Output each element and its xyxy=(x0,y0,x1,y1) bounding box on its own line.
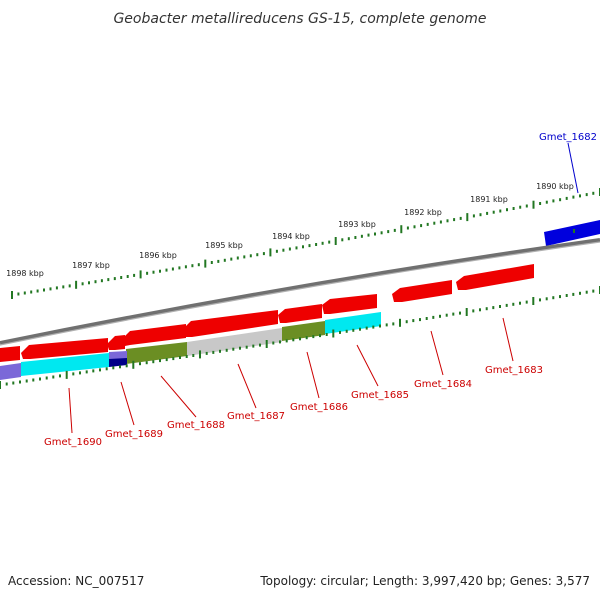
tick-label-1892: 1892 kbp xyxy=(404,208,442,217)
tick-label-1896: 1896 kbp xyxy=(139,251,177,260)
label-gmet-1689: Gmet_1689 xyxy=(105,429,163,440)
label-gmet-1682: Gmet_1682 xyxy=(539,132,597,143)
forward-genes xyxy=(0,264,534,362)
feature-block-lavender-small xyxy=(109,351,127,359)
feature-block-gray xyxy=(187,328,282,356)
label-gmet-1690: Gmet_1690 xyxy=(44,437,102,448)
connector-gmet-1690 xyxy=(68,387,73,434)
accession-text: Accession: NC_007517 xyxy=(8,574,145,588)
connector-gmet-1688 xyxy=(160,375,197,418)
connector-gmet-1683 xyxy=(502,317,514,362)
tick-label-1897: 1897 kbp xyxy=(72,261,110,270)
feature-block-navy xyxy=(109,357,127,367)
label-gmet-1687: Gmet_1687 xyxy=(227,411,285,422)
feature-block-cyan-left xyxy=(21,353,109,376)
gene-gmet-1682 xyxy=(544,220,600,246)
gene-partial-left xyxy=(0,346,20,362)
gene-labels: Gmet_1682 Gmet_1683 Gmet_1684 Gmet_1685 … xyxy=(44,132,597,448)
tick-label-1898: 1898 kbp xyxy=(6,269,44,278)
connector-gmet-1689 xyxy=(120,381,135,426)
genome-summary-text: Topology: circular; Length: 3,997,420 bp… xyxy=(260,574,590,588)
label-gmet-1688: Gmet_1688 xyxy=(167,420,225,431)
label-gmet-1685: Gmet_1685 xyxy=(351,390,409,401)
connector-gmet-1682 xyxy=(567,142,579,194)
gene-gmet-1685-forward xyxy=(322,294,377,314)
label-gmet-1684: Gmet_1684 xyxy=(414,379,472,390)
feature-band xyxy=(0,312,381,380)
tick-label-1894: 1894 kbp xyxy=(272,232,310,241)
gene-gmet-1683 xyxy=(456,264,534,290)
feature-block-olive-left xyxy=(126,342,187,364)
gene-gmet-1690-forward xyxy=(21,338,108,359)
feature-block-olive-right xyxy=(282,321,325,341)
feature-block-lavender-left xyxy=(0,363,21,380)
connector-gmet-1685 xyxy=(356,344,379,387)
label-gmet-1683: Gmet_1683 xyxy=(485,365,543,376)
tick-labels: 1898 kbp 1897 kbp 1896 kbp 1895 kbp 1894… xyxy=(6,182,574,278)
inner-tick-ring xyxy=(0,286,600,389)
label-gmet-1686: Gmet_1686 xyxy=(290,402,348,413)
connector-gmet-1687 xyxy=(237,363,257,409)
tick-label-1893: 1893 kbp xyxy=(338,220,376,229)
connector-gmet-1686 xyxy=(306,351,320,399)
tick-label-1895: 1895 kbp xyxy=(205,241,243,250)
gene-gmet-1688-forward xyxy=(123,324,186,346)
gene-gmet-1689-forward xyxy=(107,335,125,350)
feature-block-cyan-right xyxy=(325,312,381,334)
tick-label-1890: 1890 kbp xyxy=(536,182,574,191)
gene-gmet-1684 xyxy=(392,280,452,302)
map-title: Geobacter metallireducens GS-15, complet… xyxy=(113,11,486,27)
genome-backbone xyxy=(0,238,600,345)
gene-gmet-1686-forward xyxy=(278,304,322,323)
label-connectors xyxy=(68,142,579,434)
connector-gmet-1684 xyxy=(430,330,444,376)
tick-label-1891: 1891 kbp xyxy=(470,195,508,204)
outer-tick-ring xyxy=(11,188,600,299)
gene-gmet-1687-forward xyxy=(184,310,278,337)
